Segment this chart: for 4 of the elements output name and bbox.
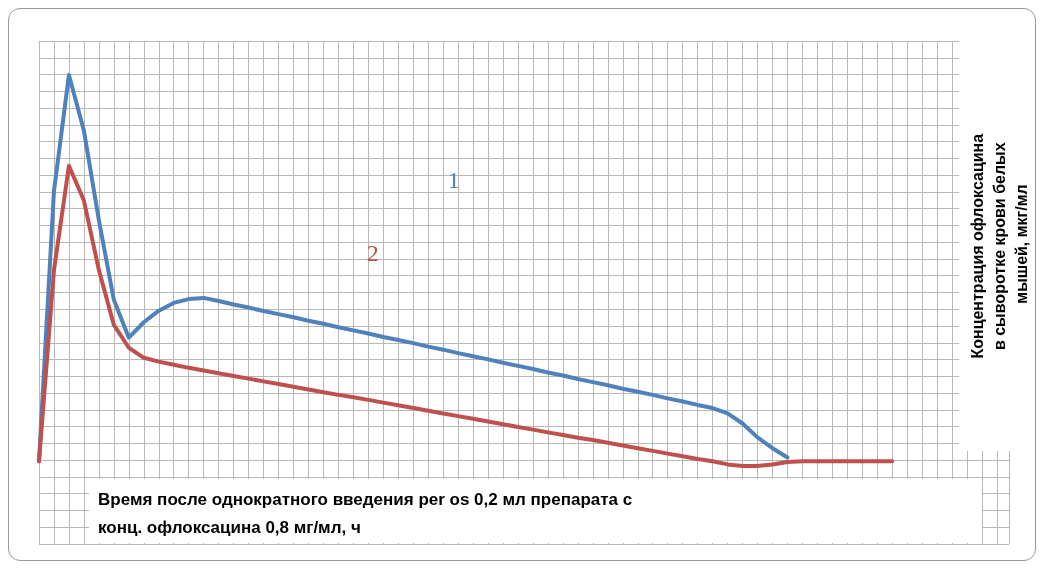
- text: 1: [447, 167, 460, 194]
- x-axis-title: Время после однократного введения per os 0,2 мл препарата с конц. офлоксацина 0,8 мг/мл, ч: [98, 489, 637, 537]
- text: 2: [366, 239, 379, 266]
- y-axis-title: Концентрация офлоксацина в сыворотке крови белых мышей, мкг/мл: [968, 129, 1030, 359]
